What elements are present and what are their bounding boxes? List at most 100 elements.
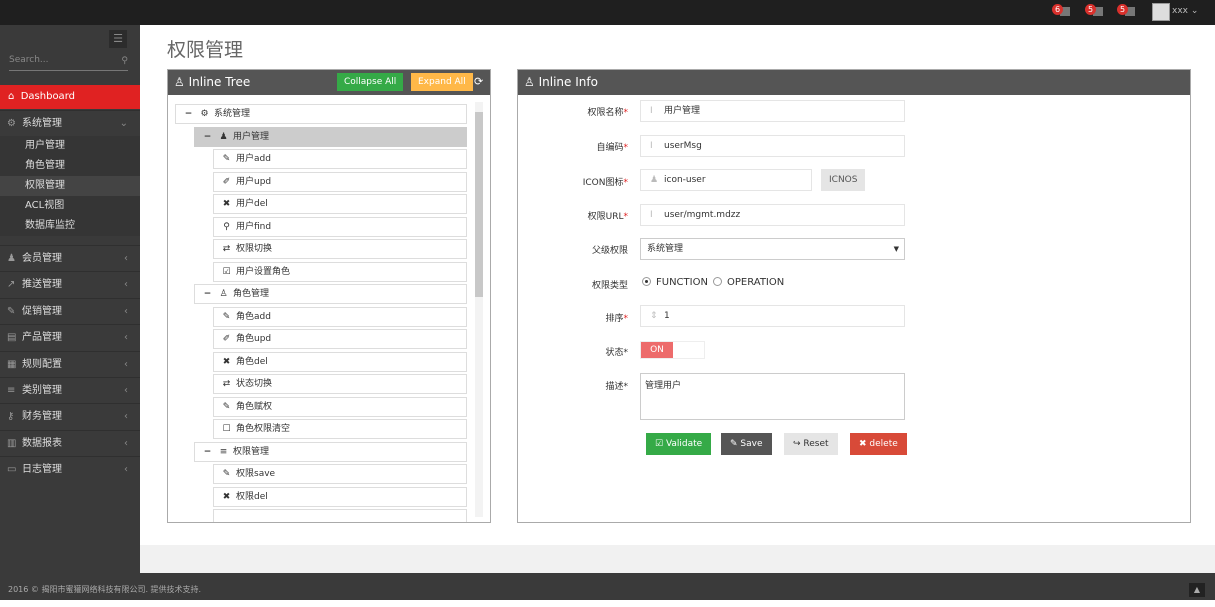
radio-checked[interactable] xyxy=(642,277,651,286)
delete-button[interactable]: ✖ delete xyxy=(850,433,907,455)
inbox-button[interactable]: 5 xyxy=(1085,4,1107,18)
expand-all-button[interactable]: Expand All xyxy=(411,73,473,91)
name-input[interactable]: I 用户管理 xyxy=(640,100,905,122)
name-value: 用户管理 xyxy=(664,106,701,116)
tree-node[interactable]: ✖ 权限del xyxy=(213,486,467,507)
chevron-left-icon: ‹ xyxy=(124,305,128,317)
sidebar-item-6[interactable]: ⚷ 财务管理 ‹ xyxy=(0,403,140,429)
tree-node[interactable]: ⇄ 权限切换 xyxy=(213,239,467,259)
pencil-icon: ✎ xyxy=(222,469,231,479)
tree-node[interactable]: ✖ 角色del xyxy=(213,351,467,372)
status-on: ON xyxy=(641,342,673,358)
tree-node[interactable]: − ≡ 权限管理 xyxy=(194,441,467,462)
search-input[interactable]: Search... ⚲ xyxy=(9,55,128,71)
check-square-icon: ☑ xyxy=(222,266,231,277)
tree-node-label: 角色upd xyxy=(236,334,272,344)
sidebar-subitem-db-monitor[interactable]: 数据库监控 xyxy=(25,220,75,231)
tree-node[interactable]: − ♙ 角色管理 xyxy=(194,284,467,304)
sidebar-item-8[interactable]: ▭ 日志管理 ‹ xyxy=(0,456,140,482)
tree-node[interactable]: − ⚙ 系统管理 xyxy=(175,104,467,124)
collapse-toggle-icon[interactable]: − xyxy=(184,109,193,119)
tree-node[interactable]: ⚲ 用户find xyxy=(213,216,467,237)
tree-node[interactable]: ✎ 权限save xyxy=(213,464,467,484)
sitemap-icon: ♙ xyxy=(174,75,185,89)
sidebar-item-1[interactable]: ↗ 推送管理 ‹ xyxy=(0,271,140,297)
url-value: user/mgmt.mdzz xyxy=(664,210,741,220)
user-menu[interactable]: xxx ⌄ xyxy=(1172,6,1198,16)
search-placeholder: Search... xyxy=(9,55,49,65)
avatar[interactable] xyxy=(1152,3,1170,21)
sidebar-item-5[interactable]: ≡ 类别管理 ‹ xyxy=(0,377,140,403)
tree-scrollbar[interactable] xyxy=(475,102,483,517)
tree-node[interactable]: ✖ 用户del xyxy=(213,194,467,214)
save-button[interactable]: ✎ Save xyxy=(721,433,772,455)
sidebar-item-2[interactable]: ✎ 促销管理 ‹ xyxy=(0,297,140,324)
collapse-all-button[interactable]: Collapse All xyxy=(337,73,404,91)
user-name: xxx xyxy=(1172,6,1188,16)
collapse-toggle-icon[interactable]: − xyxy=(203,289,212,299)
scrollbar-thumb[interactable] xyxy=(475,112,483,297)
tree-node[interactable]: ⇄ 状态切换 xyxy=(213,374,467,394)
sidebar-subitem-users[interactable]: 用户管理 xyxy=(25,140,65,151)
sidebar-item-4[interactable]: ▦ 规则配置 ‹ xyxy=(0,350,140,377)
inbox-count: 5 xyxy=(1085,4,1097,15)
chevron-left-icon: ‹ xyxy=(124,385,128,396)
search-icon[interactable]: ⚲ xyxy=(121,56,128,66)
retweet-icon: ⇄ xyxy=(222,244,231,254)
sidebar-item-0[interactable]: ♟ 会员管理 ‹ xyxy=(0,245,140,271)
times-icon: ✖ xyxy=(222,491,231,502)
desc-textarea[interactable]: 管理用户 xyxy=(640,373,905,420)
scroll-top-button[interactable]: ▲ xyxy=(1189,583,1205,597)
sidebar-subitem-roles[interactable]: 角色管理 xyxy=(25,160,65,171)
sidebar-subitem-permissions[interactable]: 权限管理 xyxy=(0,176,140,196)
status-toggle[interactable]: ON xyxy=(640,341,705,359)
icon-input[interactable]: ♟ icon-user xyxy=(640,169,812,191)
reset-button[interactable]: ↪ Reset xyxy=(784,433,838,455)
type-radio-operation[interactable]: OPERATION xyxy=(713,277,784,288)
pencil-icon: ✎ xyxy=(222,311,231,322)
page-title: 权限管理 xyxy=(167,39,244,61)
edit-icon: ✐ xyxy=(222,334,231,344)
tree-node[interactable]: ✎ 角色赋权 xyxy=(213,396,467,417)
collapse-toggle-icon[interactable]: − xyxy=(203,131,212,142)
tree-node[interactable] xyxy=(213,509,467,522)
search-icon: ⚲ xyxy=(223,221,230,232)
tree-node[interactable]: − ♟ 用户管理 xyxy=(194,126,467,147)
square-icon: ☐ xyxy=(222,424,231,434)
times-icon: ✖ xyxy=(222,356,231,367)
tree-node[interactable]: ✐ 角色upd xyxy=(213,329,467,349)
tree-node[interactable]: ☑ 用户设置角色 xyxy=(213,261,467,282)
sidebar-toggle-button[interactable]: ☰ xyxy=(109,30,127,48)
sidebar-item-system[interactable]: ⚙ 系统管理 ⌄ xyxy=(0,110,140,136)
sidebar-item-7[interactable]: ▥ 数据报表 ‹ xyxy=(0,429,140,456)
order-label: 排序* xyxy=(605,314,628,324)
tree-node-label: 权限切换 xyxy=(236,244,273,254)
tree-node[interactable]: ✎ 角色add xyxy=(213,306,467,327)
validate-button[interactable]: ☑ Validate xyxy=(646,433,712,455)
times-icon: ✖ xyxy=(859,439,867,449)
parent-select[interactable]: 系统管理 ▼ xyxy=(640,238,905,260)
tree-node[interactable]: ✎ 用户add xyxy=(213,149,467,169)
cogs-icon: ⚙ xyxy=(7,118,16,129)
sidebar-subitem-acl[interactable]: ACL视图 xyxy=(25,200,65,211)
collapse-toggle-icon[interactable]: − xyxy=(203,446,212,457)
radio-unchecked[interactable] xyxy=(713,277,722,286)
notification-button[interactable]: 6 xyxy=(1052,4,1074,18)
tree-node[interactable]: ☐ 角色权限清空 xyxy=(213,419,467,439)
tasks-button[interactable]: 5 xyxy=(1117,4,1139,18)
sidebar-item-label: 促销管理 xyxy=(22,305,62,317)
sidebar-item-3[interactable]: ▤ 产品管理 ‹ xyxy=(0,324,140,350)
type-radio-function[interactable]: FUNCTION xyxy=(642,277,708,288)
refresh-icon[interactable]: ⟳ xyxy=(474,75,484,88)
icons-button[interactable]: ICNOS xyxy=(821,169,866,191)
list-alt-icon: ▦ xyxy=(7,358,17,370)
sidebar-item-dashboard[interactable]: ⌂ Dashboard xyxy=(0,85,140,109)
sidebar-item-label: 推送管理 xyxy=(22,279,62,291)
tree-node-label: 用户add xyxy=(236,154,271,164)
footer-text: 2016 © 揭阳市蜜獾网络科技有限公司. 提供技术支持. xyxy=(8,585,202,594)
order-input[interactable]: ⇕ 1 xyxy=(640,305,905,327)
tree-node[interactable]: ✐ 用户upd xyxy=(213,171,467,192)
tree-node-label: 状态切换 xyxy=(236,379,273,389)
